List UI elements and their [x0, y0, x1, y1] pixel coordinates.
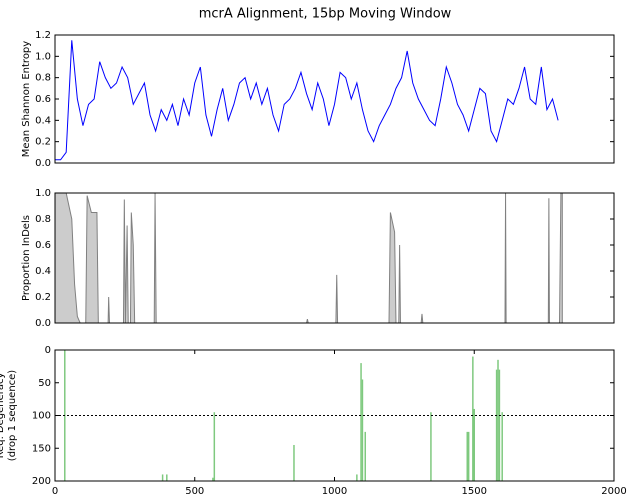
- y-tick-label: 0.8: [35, 73, 51, 84]
- y-tick-label: 0.0: [35, 158, 51, 169]
- y-tick-label: 0.4: [35, 266, 51, 277]
- plot-frame: [54, 34, 615, 164]
- x-tick-label: 2000: [601, 486, 626, 497]
- y-axis-label: Req. Degeneracy: [0, 372, 6, 458]
- plot-frame: [54, 349, 615, 482]
- y-tick-label: 1.0: [35, 188, 51, 199]
- y-tick-label: 100: [32, 411, 51, 422]
- y-tick-label: 0.0: [35, 318, 51, 329]
- y-tick-label: 0.2: [35, 292, 51, 303]
- y-axis-label: Mean Shannon Entropy: [21, 41, 32, 157]
- entropy-line: [55, 40, 559, 161]
- figure-title: mcrA Alignment, 15bp Moving Window: [199, 7, 452, 22]
- y-tick-label: 0.8: [35, 214, 51, 225]
- y-axis-label: (drop 1 sequence): [7, 370, 18, 462]
- x-tick-label: 1000: [322, 486, 347, 497]
- y-tick-label: 150: [32, 443, 51, 454]
- x-tick-label: 0: [52, 486, 58, 497]
- y-tick-label: 0.4: [35, 115, 51, 126]
- y-tick-label: 1.2: [35, 30, 51, 41]
- y-tick-label: 50: [38, 378, 51, 389]
- y-tick-label: 0.6: [35, 240, 51, 251]
- x-tick-label: 500: [185, 486, 204, 497]
- y-tick-label: 0: [45, 345, 51, 356]
- y-tick-label: 1.0: [35, 51, 51, 62]
- y-tick-label: 0.2: [35, 137, 51, 148]
- y-tick-label: 200: [32, 476, 51, 487]
- indel-area: [54, 192, 563, 324]
- x-tick-label: 1500: [462, 486, 487, 497]
- y-tick-label: 0.6: [35, 94, 51, 105]
- plot-frame: [54, 192, 615, 324]
- y-axis-label: Proportion InDels: [21, 215, 32, 301]
